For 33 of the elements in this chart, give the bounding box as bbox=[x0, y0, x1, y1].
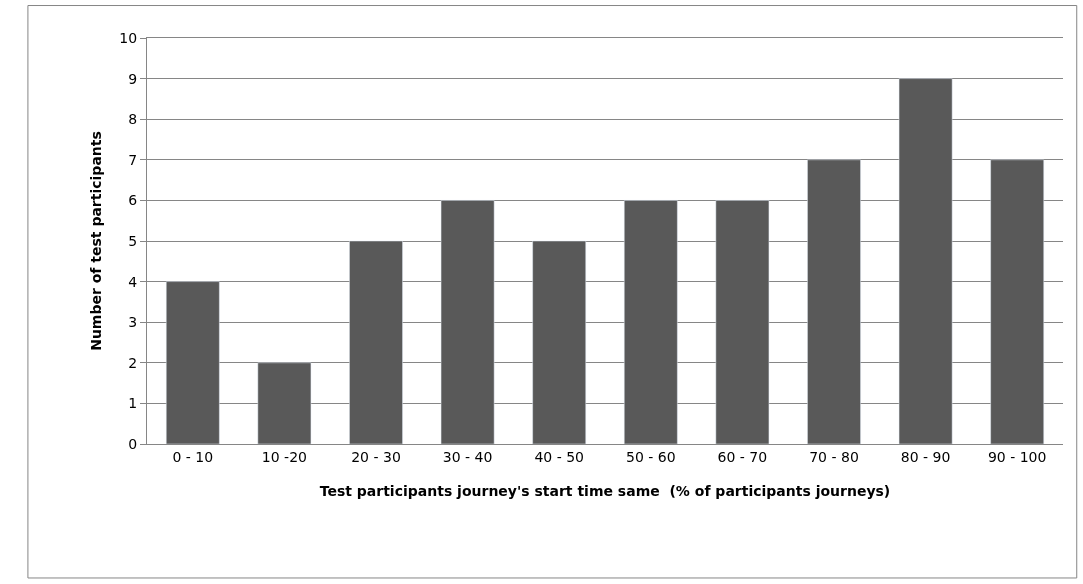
y-tick-label: 2 bbox=[128, 354, 138, 371]
x-tick-label: 0 - 10 bbox=[172, 448, 214, 465]
x-tick-label: 10 -20 bbox=[261, 448, 307, 465]
y-tick-label: 8 bbox=[128, 111, 138, 128]
bar bbox=[715, 200, 770, 444]
y-tick-label: 10 bbox=[119, 29, 138, 46]
y-tick-label: 0 bbox=[128, 435, 138, 452]
x-tick-label: 50 - 60 bbox=[626, 448, 676, 465]
bar bbox=[898, 78, 953, 444]
y-tick-label: 6 bbox=[128, 192, 138, 209]
y-tick-label: 3 bbox=[128, 314, 138, 331]
x-tick-label: 20 - 30 bbox=[351, 448, 401, 465]
bar bbox=[623, 200, 678, 444]
x-tick-label: 40 - 50 bbox=[534, 448, 584, 465]
x-tick-label: 30 - 40 bbox=[442, 448, 493, 465]
x-tick-label: 80 - 90 bbox=[900, 448, 951, 465]
y-tick-label: 7 bbox=[128, 151, 138, 168]
y-tick-label: 9 bbox=[128, 70, 138, 87]
x-axis-title: Test participants journey's start time same (% of participants journeys) bbox=[319, 483, 891, 500]
y-axis-title: Number of test participants bbox=[87, 131, 104, 351]
y-tick-label: 4 bbox=[128, 273, 138, 290]
bar bbox=[349, 240, 403, 444]
bar bbox=[257, 362, 312, 444]
y-tick-label: 5 bbox=[128, 232, 138, 249]
x-tick-label: 70 - 80 bbox=[809, 448, 859, 465]
bar bbox=[440, 200, 495, 444]
y-tick-label: 1 bbox=[128, 395, 138, 412]
bar bbox=[532, 240, 587, 444]
bar bbox=[807, 159, 861, 444]
x-tick-label: 90 - 100 bbox=[987, 448, 1047, 465]
x-tick-label: 60 - 70 bbox=[717, 448, 768, 465]
bar bbox=[165, 281, 220, 444]
bar bbox=[990, 159, 1045, 444]
